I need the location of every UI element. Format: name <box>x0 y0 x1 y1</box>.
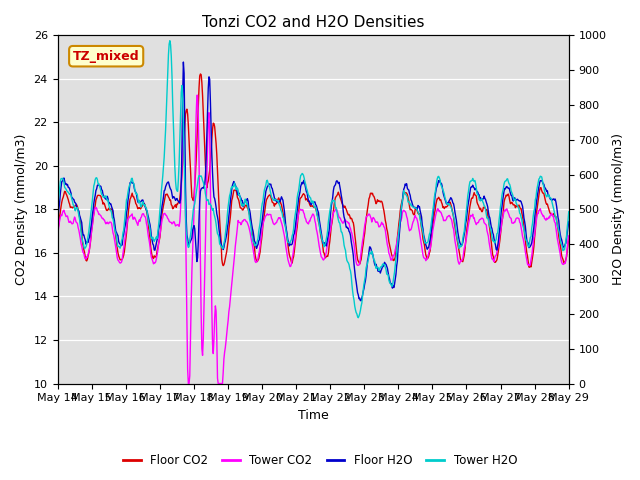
Y-axis label: CO2 Density (mmol/m3): CO2 Density (mmol/m3) <box>15 134 28 285</box>
Title: Tonzi CO2 and H2O Densities: Tonzi CO2 and H2O Densities <box>202 15 424 30</box>
X-axis label: Time: Time <box>298 409 328 422</box>
Text: TZ_mixed: TZ_mixed <box>73 50 140 63</box>
Legend: Floor CO2, Tower CO2, Floor H2O, Tower H2O: Floor CO2, Tower CO2, Floor H2O, Tower H… <box>118 449 522 472</box>
Y-axis label: H2O Density (mmol/m3): H2O Density (mmol/m3) <box>612 133 625 286</box>
